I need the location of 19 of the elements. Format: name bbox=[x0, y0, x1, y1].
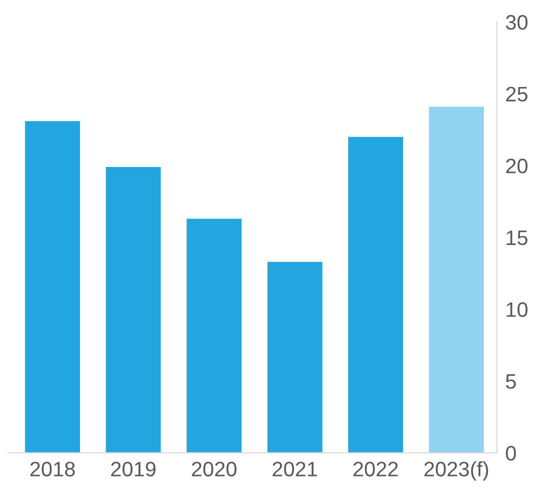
bar bbox=[267, 262, 322, 453]
y-tick-label: 5 bbox=[506, 374, 516, 389]
x-tick-label: 2022 bbox=[354, 462, 398, 476]
bar bbox=[106, 167, 161, 453]
y-tick-label: 10 bbox=[506, 302, 528, 317]
bar bbox=[186, 218, 242, 453]
y-tick-label: 25 bbox=[506, 86, 528, 102]
x-tick-label: 2019 bbox=[111, 462, 156, 476]
x-tick-label: 2018 bbox=[30, 462, 75, 476]
y-tick-label: 0 bbox=[506, 446, 516, 461]
y-tick-label: 15 bbox=[506, 230, 528, 246]
bar bbox=[428, 106, 484, 453]
bar bbox=[25, 121, 80, 453]
x-tick-label: 2020 bbox=[192, 462, 236, 476]
y-tick-label: 20 bbox=[506, 158, 528, 174]
x-tick-label: 2021 bbox=[272, 462, 318, 476]
bar bbox=[348, 136, 404, 453]
x-tick-label: 2023(f) bbox=[424, 461, 488, 481]
y-tick-label: 30 bbox=[506, 14, 528, 30]
